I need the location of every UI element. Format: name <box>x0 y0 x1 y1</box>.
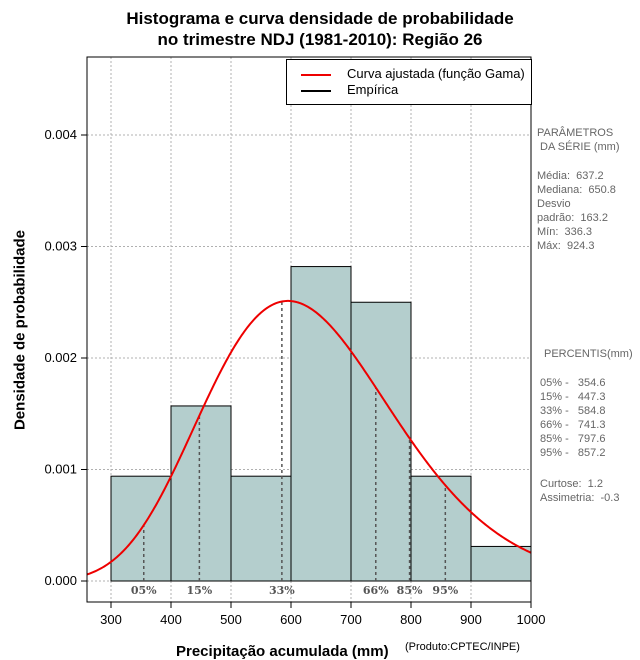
stat-assimetria: Assimetria: -0.3 <box>540 492 620 504</box>
percentil-15: 15% - 447.3 <box>540 391 606 403</box>
x-tick-label: 1000 <box>517 612 546 627</box>
histogram-bar <box>290 266 352 582</box>
percentile-label: 33% <box>269 584 295 597</box>
param-desvio-1: Desvio <box>537 198 571 210</box>
legend-label-fitted: Curva ajustada (função Gama) <box>347 66 525 81</box>
y-axis-label: Densidade de probabilidade <box>11 229 29 431</box>
legend-swatch-fitted <box>301 74 331 76</box>
percentil-85: 85% - 797.6 <box>540 433 606 445</box>
stat-curtose: Curtose: 1.2 <box>540 478 603 490</box>
gamma-curve <box>86 299 532 576</box>
param-media: Média: 637.2 <box>537 170 604 182</box>
histogram-bar <box>170 405 232 582</box>
y-tick-label: 0.000 <box>44 573 77 588</box>
params-title-2: DA SÉRIE (mm) <box>537 141 620 153</box>
chart-title-line-1: Histograma e curva densidade de probabil… <box>126 9 514 28</box>
legend-label-empirical: Empírica <box>347 82 399 97</box>
y-tick-label: 0.004 <box>44 127 77 142</box>
percentile-label: 95% <box>432 584 458 597</box>
chart-title-line-2: no trimestre NDJ (1981-2010): Região 26 <box>157 30 483 49</box>
percentile-label: 66% <box>363 584 389 597</box>
y-tick-label: 0.001 <box>44 462 77 477</box>
x-tick-label: 700 <box>340 612 362 627</box>
percentil-05: 05% - 354.6 <box>540 377 606 389</box>
legend-swatch-empirical <box>301 90 331 92</box>
x-tick-label: 800 <box>400 612 422 627</box>
percentil-66: 66% - 741.3 <box>540 419 606 431</box>
x-tick-label: 600 <box>280 612 302 627</box>
percentile-label: 15% <box>186 584 212 597</box>
credit-text: (Produto:CPTEC/INPE) <box>405 641 520 653</box>
y-tick-label: 0.003 <box>44 239 77 254</box>
percentis-title: PERCENTIS(mm) <box>544 348 633 360</box>
plot-frame <box>86 56 532 603</box>
percentile-label: 05% <box>131 584 157 597</box>
percentile-label: 85% <box>397 584 423 597</box>
params-title-1: PARÂMETROS <box>537 127 614 139</box>
histogram-bar <box>410 475 472 582</box>
param-max: Máx: 924.3 <box>537 240 595 252</box>
param-desvio-2: padrão: 163.2 <box>537 212 608 224</box>
x-axis-label: Precipitação acumulada (mm) <box>176 643 389 660</box>
param-min: Mín: 336.3 <box>537 226 593 238</box>
x-tick-label: 900 <box>460 612 482 627</box>
histogram-bar <box>470 545 532 582</box>
param-mediana: Mediana: 650.8 <box>537 184 616 196</box>
x-tick-label: 500 <box>220 612 242 627</box>
histogram-bar <box>230 475 292 582</box>
percentil-33: 33% - 584.8 <box>540 405 606 417</box>
percentil-95: 95% - 857.2 <box>540 447 606 459</box>
legend: Curva ajustada (função Gama) Empírica <box>286 59 532 105</box>
x-tick-label: 400 <box>160 612 182 627</box>
histogram-bar <box>350 301 412 582</box>
y-tick-label: 0.002 <box>44 350 77 365</box>
x-tick-label: 300 <box>100 612 122 627</box>
